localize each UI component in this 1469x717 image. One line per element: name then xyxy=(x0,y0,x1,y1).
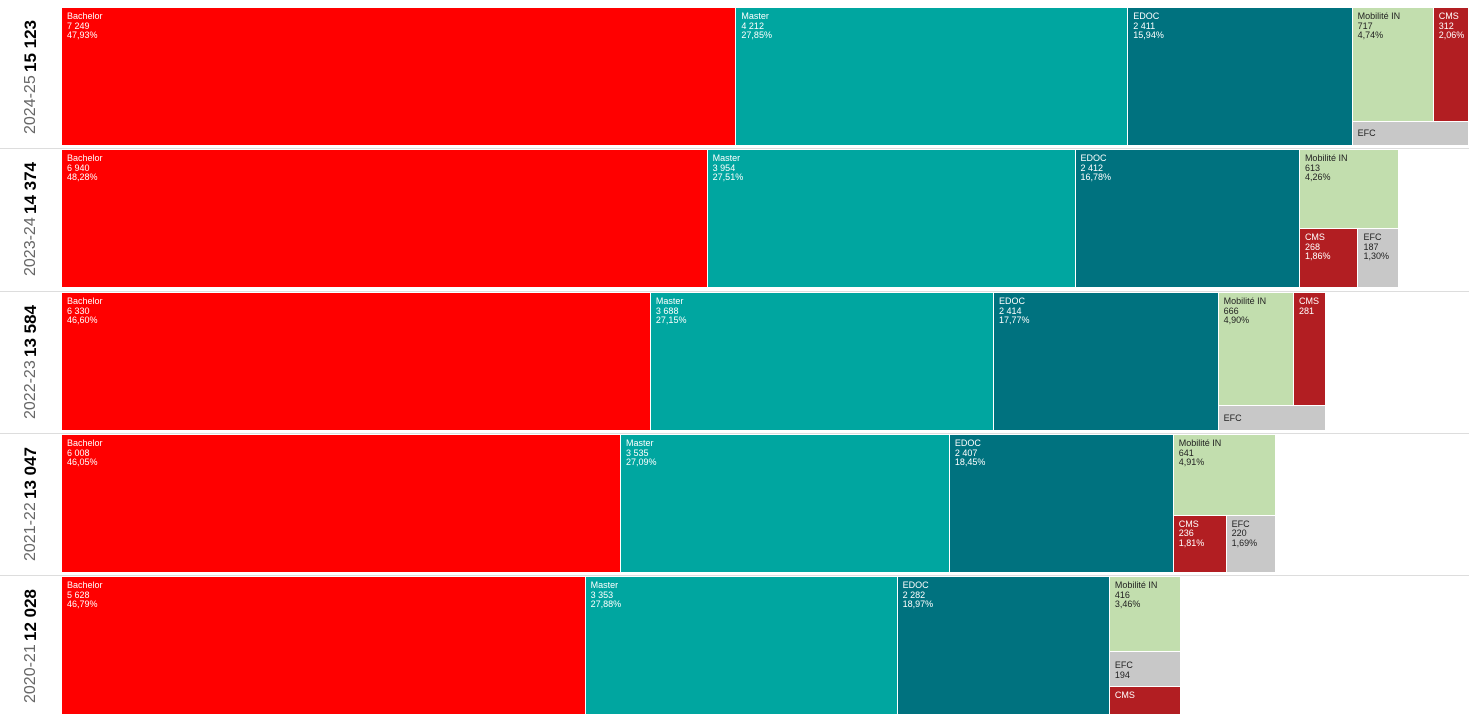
tile-cms: CMS xyxy=(1109,687,1182,715)
row-label: 2024-25 15 123 xyxy=(2,8,60,146)
tile-efc: EFC 194 xyxy=(1109,652,1182,688)
tile-mobilit-in: Mobilité IN 717 4,74% xyxy=(1352,8,1434,122)
tile-bachelor: Bachelor 6 330 46,60% xyxy=(62,293,651,431)
tile-cms: CMS 312 2,06% xyxy=(1433,8,1469,122)
tile-bachelor: Bachelor 6 008 46,05% xyxy=(62,435,621,573)
tile-mobilit-in: Mobilité IN 666 4,90% xyxy=(1218,293,1294,407)
tile-bachelor: Bachelor 6 940 48,28% xyxy=(62,150,708,288)
tile-label: EDOC 2 282 18,97% xyxy=(902,580,934,609)
row-label: 2020-21 12 028 xyxy=(2,577,60,715)
tile-bachelor: Bachelor 7 249 47,93% xyxy=(62,8,737,146)
tile-label: Master 3 353 27,88% xyxy=(590,580,622,609)
tile-edoc: EDOC 2 411 15,94% xyxy=(1128,8,1353,146)
tile-label: EDOC 2 411 15,94% xyxy=(1133,11,1164,40)
tile-master: Master 3 535 27,09% xyxy=(620,435,950,573)
tile-master: Master 3 353 27,88% xyxy=(585,577,898,715)
tile-label: Master 3 535 27,09% xyxy=(625,438,657,467)
row-total: 13 584 xyxy=(21,304,40,357)
row-total: 13 047 xyxy=(21,446,40,499)
tile-label: Mobilité IN 613 4,26% xyxy=(1304,153,1348,182)
row-year: 2022-23 xyxy=(22,360,39,420)
row-year: 2024-25 xyxy=(22,75,39,135)
tile-master: Master 3 954 27,51% xyxy=(707,150,1076,288)
tile-label: Bachelor 6 008 46,05% xyxy=(67,438,103,467)
tile-label: CMS 312 2,06% xyxy=(1438,11,1465,40)
tile-label: Bachelor 5 628 46,79% xyxy=(67,580,103,609)
row-year: 2023-24 xyxy=(22,217,39,277)
tile-efc: EFC xyxy=(1218,406,1326,431)
tile-label: Bachelor 6 330 46,60% xyxy=(67,296,103,325)
tile-edoc: EDOC 2 412 16,78% xyxy=(1075,150,1300,288)
tile-label: Master 3 688 27,15% xyxy=(655,296,687,325)
row-total: 15 123 xyxy=(21,19,40,72)
tile-label: Mobilité IN 717 4,74% xyxy=(1357,11,1401,40)
row-separator xyxy=(0,148,1469,149)
tile-edoc: EDOC 2 407 18,45% xyxy=(949,435,1174,573)
row-year: 2021-22 xyxy=(22,502,39,562)
tile-label: EDOC 2 412 16,78% xyxy=(1080,153,1112,182)
tile-edoc: EDOC 2 282 18,97% xyxy=(897,577,1110,715)
row-separator xyxy=(0,291,1469,292)
row-label: 2022-23 13 584 xyxy=(2,293,60,431)
tile-efc: EFC 187 1,30% xyxy=(1358,229,1400,288)
tile-master: Master 3 688 27,15% xyxy=(650,293,995,431)
tile-edoc: EDOC 2 414 17,77% xyxy=(994,293,1219,431)
tile-bachelor: Bachelor 5 628 46,79% xyxy=(62,577,586,715)
row-label: 2021-22 13 047 xyxy=(2,435,60,573)
tile-label: CMS 268 1,86% xyxy=(1304,232,1331,262)
tile-mobilit-in: Mobilité IN 613 4,26% xyxy=(1299,150,1400,230)
tile-efc: EFC xyxy=(1352,121,1469,146)
tile-cms: CMS 236 1,81% xyxy=(1173,515,1227,573)
tile-master: Master 4 212 27,85% xyxy=(736,8,1129,146)
row-separator xyxy=(0,575,1469,576)
tile-label: CMS 236 1,81% xyxy=(1178,518,1205,548)
tile-label: Master 4 212 27,85% xyxy=(741,11,772,40)
tile-label: EFC 220 1,69% xyxy=(1231,518,1258,548)
row-separator xyxy=(0,433,1469,434)
tile-label: Mobilité IN 416 3,46% xyxy=(1114,580,1158,609)
tile-label: EDOC 2 414 17,77% xyxy=(999,296,1030,325)
tile-cms: CMS 281 xyxy=(1294,293,1326,407)
tile-label: Bachelor 7 249 47,93% xyxy=(67,11,103,40)
tile-mobilit-in: Mobilité IN 416 3,46% xyxy=(1109,577,1182,653)
tile-label: Master 3 954 27,51% xyxy=(712,153,744,182)
row-total: 12 028 xyxy=(21,588,40,641)
tile-label: Bachelor 6 940 48,28% xyxy=(67,153,103,182)
tile-label: CMS xyxy=(1114,690,1135,701)
tile-label: Mobilité IN 641 4,91% xyxy=(1178,438,1222,467)
tile-label: CMS 281 xyxy=(1299,296,1319,316)
tile-label: EFC 194 xyxy=(1114,660,1133,680)
tile-mobilit-in: Mobilité IN 641 4,91% xyxy=(1173,435,1276,516)
row-total: 14 374 xyxy=(21,161,40,214)
row-year: 2020-21 xyxy=(22,644,39,704)
tile-efc: EFC 220 1,69% xyxy=(1226,515,1276,573)
tile-cms: CMS 268 1,86% xyxy=(1299,229,1359,288)
tile-label: EFC xyxy=(1223,413,1242,424)
tile-label: EDOC 2 407 18,45% xyxy=(954,438,986,467)
row-label: 2023-24 14 374 xyxy=(2,150,60,288)
tile-label: EFC xyxy=(1357,128,1376,139)
tile-label: Mobilité IN 666 4,90% xyxy=(1223,296,1267,325)
tile-label: EFC 187 1,30% xyxy=(1363,232,1389,262)
